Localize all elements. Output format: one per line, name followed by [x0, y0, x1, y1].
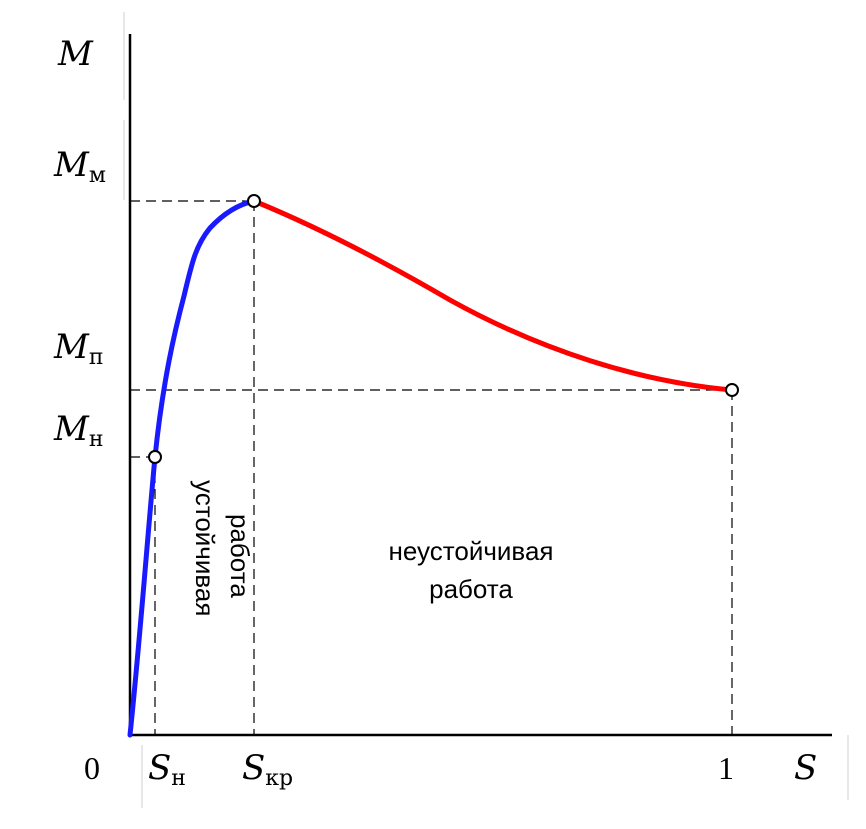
unstable-region-label-line2: работа: [429, 574, 513, 604]
unstable-region-label-line1: неустойчивая: [389, 536, 554, 566]
y-axis-label: M: [57, 34, 94, 74]
stable-region-label-line1: устойчивая: [190, 480, 220, 616]
m-nom-tick-label: Mн: [53, 409, 104, 452]
nominal-point-marker: [148, 450, 162, 464]
x-tick-one-label: 1: [718, 750, 734, 786]
x-axis-label: S: [794, 748, 817, 788]
s-crit-tick-label: Sкр: [242, 748, 293, 791]
stable-region-label-line2: работа: [225, 514, 255, 598]
critical-point-marker: [247, 194, 261, 208]
unstable-region-curve: [251, 198, 735, 393]
start-point-marker: [725, 383, 739, 397]
stable-region-curve: [127, 198, 257, 738]
origin-label: 0: [84, 750, 100, 786]
m-max-tick-label: Mм: [53, 145, 106, 188]
s-nom-tick-label: Sн: [148, 748, 186, 791]
m-start-tick-label: Mп: [53, 327, 104, 370]
